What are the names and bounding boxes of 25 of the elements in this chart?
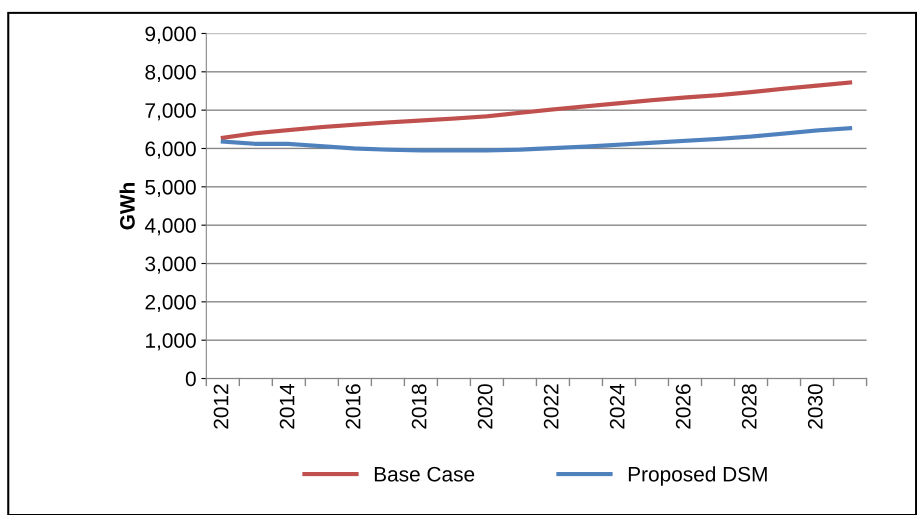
y-tick-label: 5,000 [145,180,196,198]
x-tick-label: 2014 [280,384,294,429]
line-series [220,126,852,152]
y-tick-label: 7,000 [146,103,196,120]
x-tick-label: 2012 [214,384,228,429]
x-tick-label: 2020 [478,384,493,429]
legend-label: Base Case [374,466,474,482]
x-tick-label: 2030 [808,384,823,429]
y-tick-label: 2,000 [146,294,196,312]
x-tick-label: 2026 [676,384,691,429]
y-tick-label: 0 [186,372,196,386]
y-tick-label: 3,000 [145,256,196,274]
y-tick-label: 6,000 [146,141,196,159]
y-tick-label: 8,000 [145,64,196,82]
y-tick-label: 1,000 [146,333,196,350]
legend-label: Proposed DSM [628,466,767,486]
x-tick-label: 2022 [544,384,559,429]
x-tick-label: 2028 [742,384,757,429]
x-tick-label: 2024 [610,384,625,429]
x-tick-label: 2018 [412,384,426,429]
x-tick-label: 2016 [346,384,360,429]
y-axis-title: GWh [120,182,135,230]
y-tick-label: 9,000 [145,26,196,44]
line-series [220,80,852,140]
y-tick-label: 4,000 [144,218,196,236]
